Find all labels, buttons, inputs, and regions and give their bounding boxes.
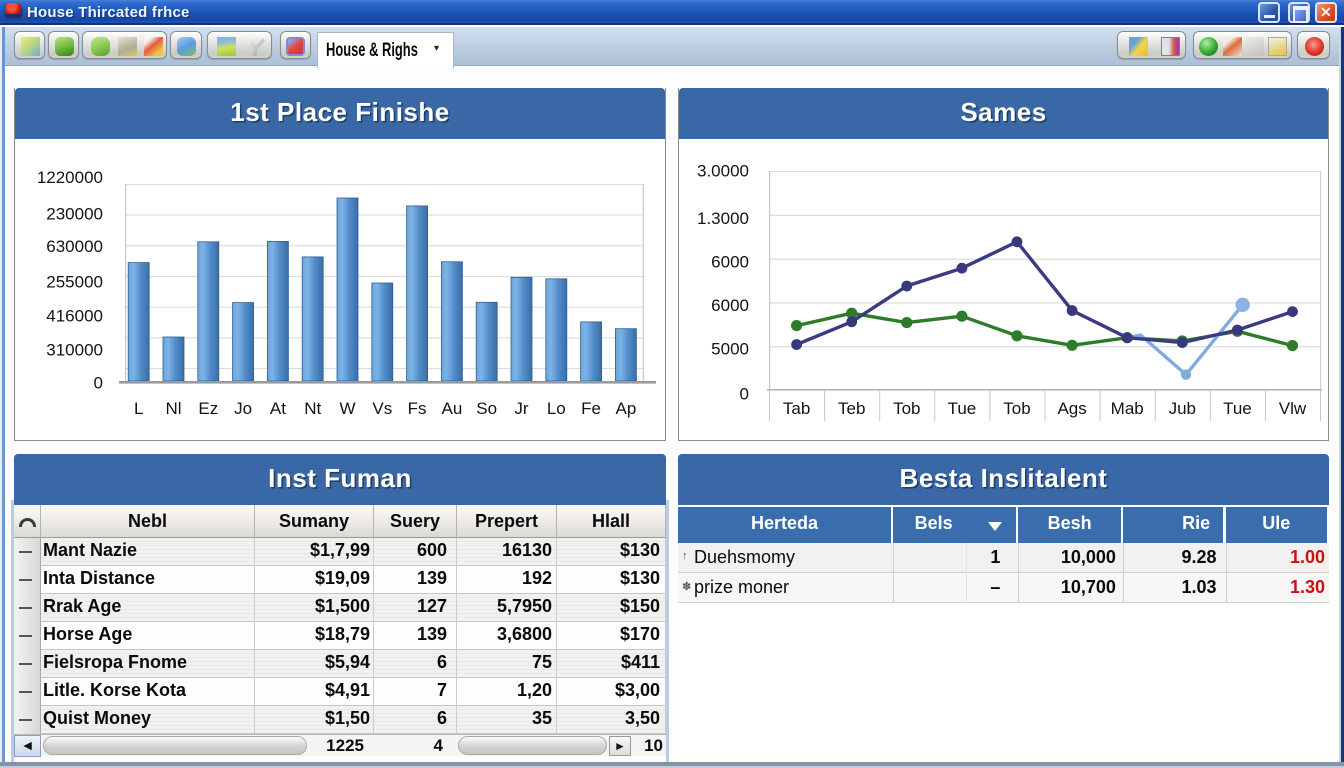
svg-text:At: At bbox=[270, 399, 286, 418]
svg-text:Vlw: Vlw bbox=[1279, 399, 1307, 418]
svg-text:W: W bbox=[339, 399, 355, 418]
svg-text:Teb: Teb bbox=[838, 399, 865, 418]
svg-text:630000: 630000 bbox=[46, 237, 103, 256]
svg-text:6000: 6000 bbox=[711, 296, 749, 315]
svg-text:Ags: Ags bbox=[1057, 399, 1086, 418]
svg-text:Vs: Vs bbox=[372, 399, 392, 418]
svg-text:Ap: Ap bbox=[616, 399, 637, 418]
svg-text:Tab: Tab bbox=[783, 399, 810, 418]
svg-text:Jub: Jub bbox=[1169, 399, 1196, 418]
svg-text:310000: 310000 bbox=[46, 341, 103, 360]
svg-text:6000: 6000 bbox=[711, 252, 749, 271]
svg-text:0: 0 bbox=[94, 373, 103, 392]
svg-text:Au: Au bbox=[442, 399, 463, 418]
svg-text:230000: 230000 bbox=[46, 205, 103, 224]
svg-text:3.0000: 3.0000 bbox=[697, 161, 749, 180]
svg-text:1.3000: 1.3000 bbox=[697, 209, 749, 228]
svg-text:Lo: Lo bbox=[547, 399, 566, 418]
svg-text:Ez: Ez bbox=[198, 399, 218, 418]
svg-text:Tue: Tue bbox=[948, 399, 977, 418]
svg-text:0: 0 bbox=[740, 385, 749, 404]
svg-text:Tue: Tue bbox=[1223, 399, 1252, 418]
svg-text:5000: 5000 bbox=[711, 339, 749, 358]
svg-text:So: So bbox=[476, 399, 497, 418]
svg-text:Tob: Tob bbox=[893, 399, 920, 418]
svg-text:Nl: Nl bbox=[165, 399, 181, 418]
svg-text:Mab: Mab bbox=[1111, 399, 1144, 418]
svg-text:1220000: 1220000 bbox=[37, 168, 103, 187]
svg-text:Fe: Fe bbox=[581, 399, 601, 418]
svg-text:Jo: Jo bbox=[234, 399, 252, 418]
svg-text:255000: 255000 bbox=[46, 273, 103, 292]
svg-text:L: L bbox=[134, 399, 143, 418]
svg-text:Nt: Nt bbox=[304, 399, 321, 418]
svg-text:Tob: Tob bbox=[1003, 399, 1030, 418]
svg-text:Fs: Fs bbox=[408, 399, 427, 418]
svg-text:Jr: Jr bbox=[514, 399, 529, 418]
svg-text:416000: 416000 bbox=[46, 307, 103, 326]
